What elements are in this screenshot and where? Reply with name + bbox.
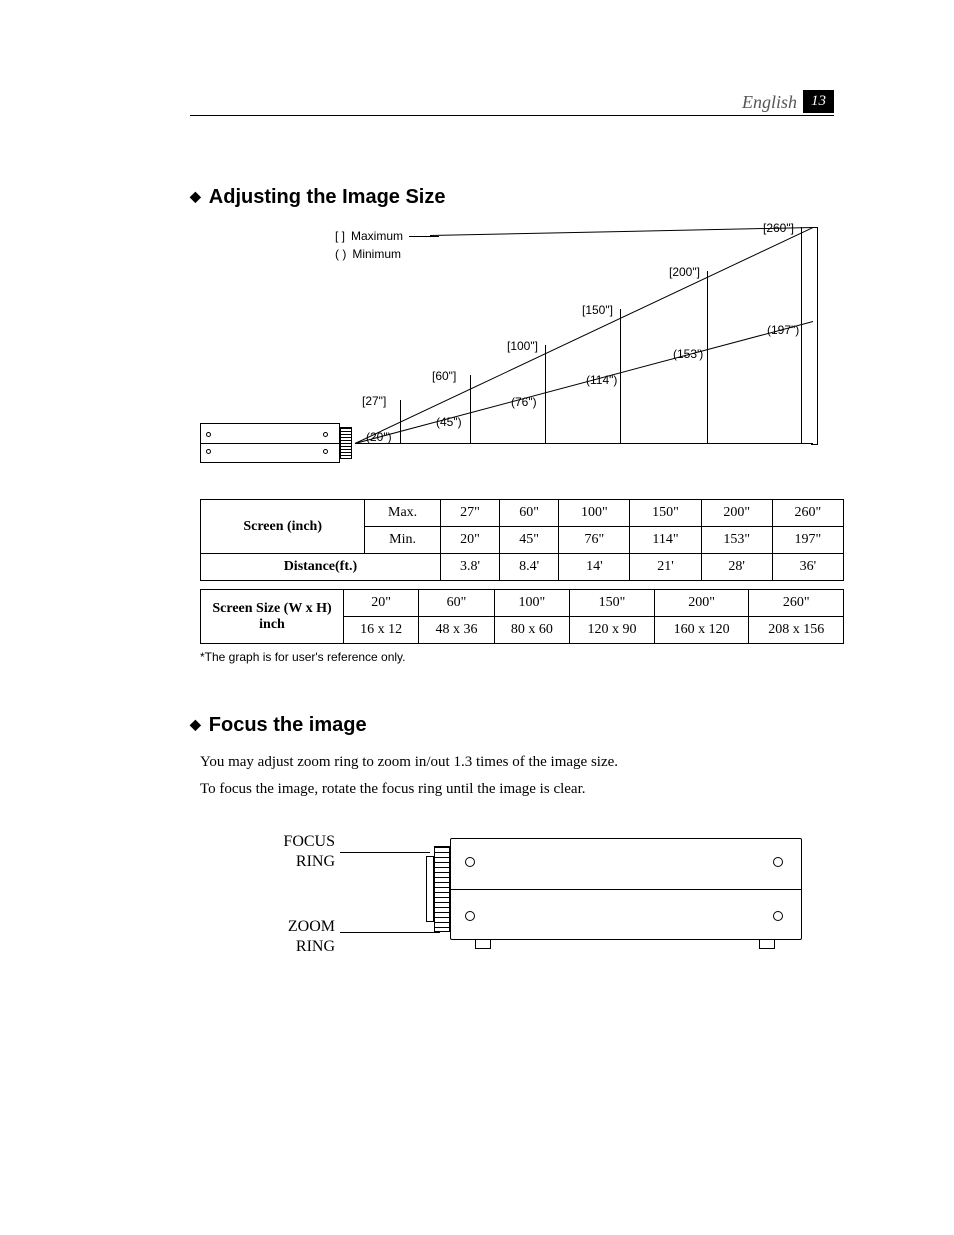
language-label: English bbox=[742, 92, 797, 113]
table-cell: 114" bbox=[630, 527, 701, 554]
chart-value-label: [100"] bbox=[507, 339, 538, 353]
projector-side-icon bbox=[200, 423, 340, 463]
chart-value-label: (76") bbox=[511, 395, 537, 409]
manual-page: English 13 ◆Adjusting the Image Size [ ]… bbox=[0, 0, 954, 1235]
table-cell: 100" bbox=[494, 590, 569, 617]
chart-value-label: [260"] bbox=[763, 221, 794, 235]
focus-ring-label: FOCUS RING bbox=[250, 832, 335, 872]
focus-para-2: To focus the image, rotate the focus rin… bbox=[200, 778, 834, 801]
table-cell: 14' bbox=[559, 554, 630, 581]
row-header-screen: Screen (inch) bbox=[201, 500, 365, 554]
chart-value-label: (45") bbox=[436, 415, 462, 429]
table-cell: 36' bbox=[772, 554, 843, 581]
screen-size-table: Screen Size (W x H) inch 20"60"100"150"2… bbox=[200, 589, 844, 644]
projector-side-large-icon bbox=[450, 838, 810, 940]
table-cell: 27" bbox=[440, 500, 499, 527]
section-title-focus: ◆Focus the image bbox=[190, 714, 834, 737]
row-header-max: Max. bbox=[365, 500, 441, 527]
chart-value-label: (114") bbox=[586, 373, 617, 387]
table-cell: 150" bbox=[630, 500, 701, 527]
row-header-distance: Distance(ft.) bbox=[201, 554, 441, 581]
diamond-icon: ◆ bbox=[190, 716, 201, 732]
page-header: English 13 bbox=[190, 90, 834, 116]
table-cell: 8.4' bbox=[500, 554, 559, 581]
table-cell: 48 x 36 bbox=[419, 617, 494, 644]
chart-footnote: *The graph is for user's reference only. bbox=[200, 650, 834, 664]
section-title-adjusting: ◆Adjusting the Image Size bbox=[190, 186, 834, 209]
page-number: 13 bbox=[803, 90, 834, 113]
chart-value-label: [27"] bbox=[362, 394, 386, 408]
table-cell: 20" bbox=[344, 590, 419, 617]
chart-value-label: [60"] bbox=[432, 369, 456, 383]
table-cell: 20" bbox=[440, 527, 499, 554]
table-cell: 45" bbox=[500, 527, 559, 554]
chart-value-label: (153') bbox=[673, 347, 703, 361]
diamond-icon: ◆ bbox=[190, 188, 201, 204]
chart-value-label: (20") bbox=[366, 430, 392, 444]
zoom-ring-label: ZOOM RING bbox=[250, 917, 335, 957]
table-cell: 80 x 60 bbox=[494, 617, 569, 644]
chart-value-label: [200"] bbox=[669, 265, 700, 279]
focus-ring-figure: FOCUS RING ZOOM RING bbox=[250, 822, 834, 982]
table-cell: 260" bbox=[772, 500, 843, 527]
chart-legend: [ ] Maximum ( ) Minimum bbox=[335, 227, 439, 263]
chart-value-label: (197") bbox=[767, 323, 799, 337]
table-cell: 160 x 120 bbox=[654, 617, 749, 644]
focus-para-1: You may adjust zoom ring to zoom in/out … bbox=[200, 751, 834, 774]
table-cell: 200" bbox=[654, 590, 749, 617]
table-cell: 200" bbox=[701, 500, 772, 527]
projection-distance-chart: [ ] Maximum ( ) Minimum [27"] (20") [60"] (… bbox=[200, 223, 834, 493]
table-cell: 76" bbox=[559, 527, 630, 554]
table-cell: 197" bbox=[772, 527, 843, 554]
row-header-screensize: Screen Size (W x H) inch bbox=[201, 590, 344, 644]
table-cell: 153" bbox=[701, 527, 772, 554]
table-cell: 120 x 90 bbox=[569, 617, 654, 644]
screen-distance-table: Screen (inch) Max. 27"60"100"150"200"260… bbox=[200, 499, 844, 581]
table-cell: 28' bbox=[701, 554, 772, 581]
table-cell: 60" bbox=[500, 500, 559, 527]
table-cell: 260" bbox=[749, 590, 844, 617]
table-cell: 100" bbox=[559, 500, 630, 527]
chart-value-label: [150"] bbox=[582, 303, 613, 317]
table-cell: 150" bbox=[569, 590, 654, 617]
table-cell: 3.8' bbox=[440, 554, 499, 581]
row-header-min: Min. bbox=[365, 527, 441, 554]
table-cell: 21' bbox=[630, 554, 701, 581]
table-cell: 60" bbox=[419, 590, 494, 617]
table-cell: 208 x 156 bbox=[749, 617, 844, 644]
table-cell: 16 x 12 bbox=[344, 617, 419, 644]
